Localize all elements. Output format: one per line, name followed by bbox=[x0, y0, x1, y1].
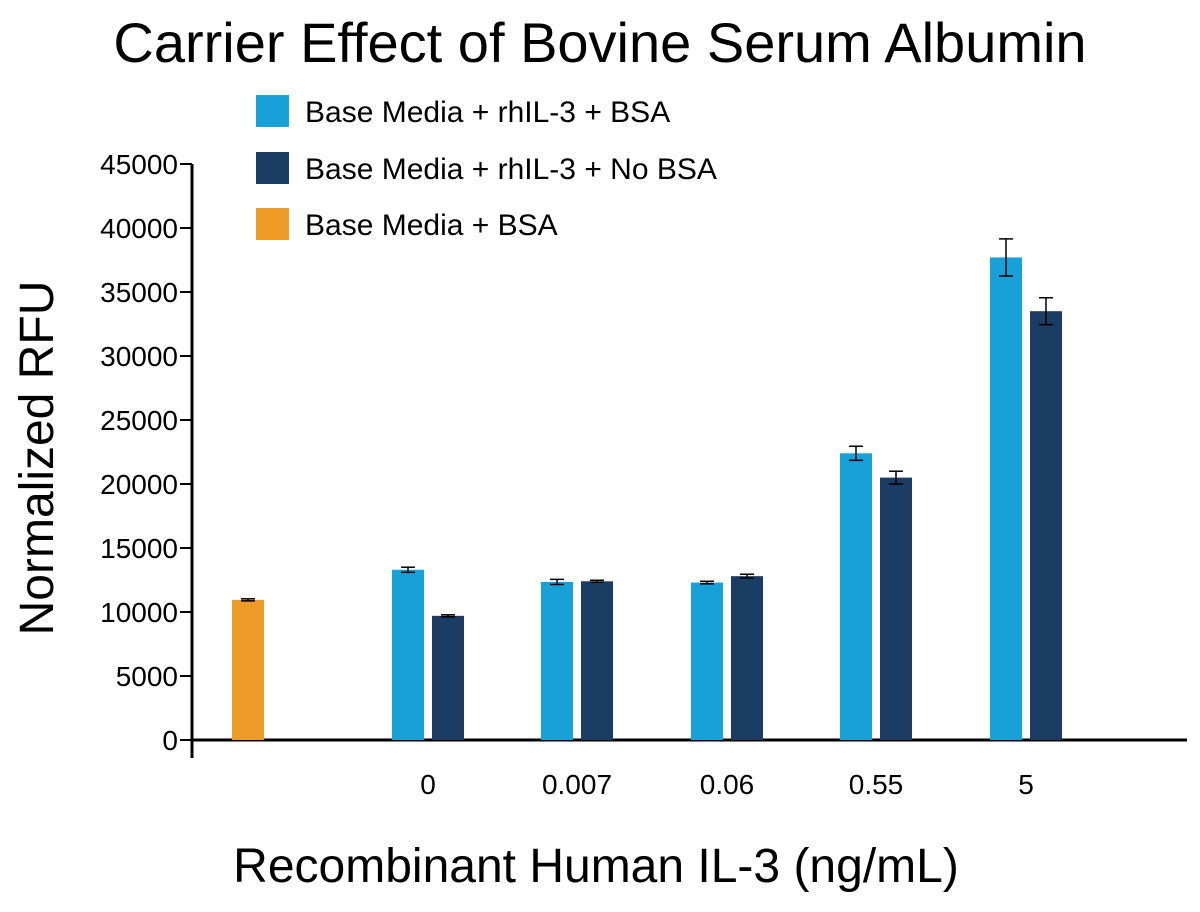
y-axis-label: Normalized RFU bbox=[11, 281, 64, 636]
y-tick-label: 10000 bbox=[100, 597, 178, 628]
y-tick-label: 25000 bbox=[100, 405, 178, 436]
bar-0.007-series-1 bbox=[541, 581, 573, 740]
bar-0.55-series-1 bbox=[840, 453, 872, 740]
y-tick-label: 15000 bbox=[100, 533, 178, 564]
bar-0-series-1 bbox=[392, 569, 424, 740]
x-axis-label: Recombinant Human IL-3 (ng/mL) bbox=[233, 840, 959, 893]
bar-5-series-1 bbox=[990, 257, 1022, 740]
y-tick-label: 40000 bbox=[100, 213, 178, 244]
bar-0.55-series-2 bbox=[880, 477, 912, 740]
bar-0-series-2 bbox=[432, 615, 464, 740]
legend-label-3: Base Media + BSA bbox=[305, 209, 558, 242]
bar-5-series-2 bbox=[1030, 311, 1062, 740]
bar-0.06-series-2 bbox=[731, 576, 763, 740]
x-tick-label: 0.007 bbox=[542, 769, 612, 800]
legend-swatch-3 bbox=[256, 208, 289, 240]
x-tick-label: 0 bbox=[420, 769, 436, 800]
x-tick-label: 0.55 bbox=[849, 769, 904, 800]
x-tick-label: 5 bbox=[1018, 769, 1034, 800]
chart-title: Carrier Effect of Bovine Serum Albumin bbox=[113, 11, 1086, 74]
legend-swatch-1 bbox=[256, 95, 289, 127]
bar-0.007-series-2 bbox=[581, 581, 613, 740]
y-tick-label: 5000 bbox=[116, 661, 178, 692]
y-tick-label: 45000 bbox=[100, 149, 178, 180]
bar-control-series-3 bbox=[232, 599, 264, 740]
legend-label-2: Base Media + rhIL-3 + No BSA bbox=[305, 153, 717, 186]
x-tick-label: 0.06 bbox=[700, 769, 755, 800]
bar-0.06-series-1 bbox=[691, 582, 723, 740]
y-tick-label: 20000 bbox=[100, 469, 178, 500]
legend-swatch-2 bbox=[256, 152, 289, 184]
legend-label-1: Base Media + rhIL-3 + BSA bbox=[305, 96, 670, 129]
y-tick-label: 30000 bbox=[100, 341, 178, 372]
y-tick-label: 35000 bbox=[100, 277, 178, 308]
y-tick-label: 0 bbox=[162, 725, 178, 756]
